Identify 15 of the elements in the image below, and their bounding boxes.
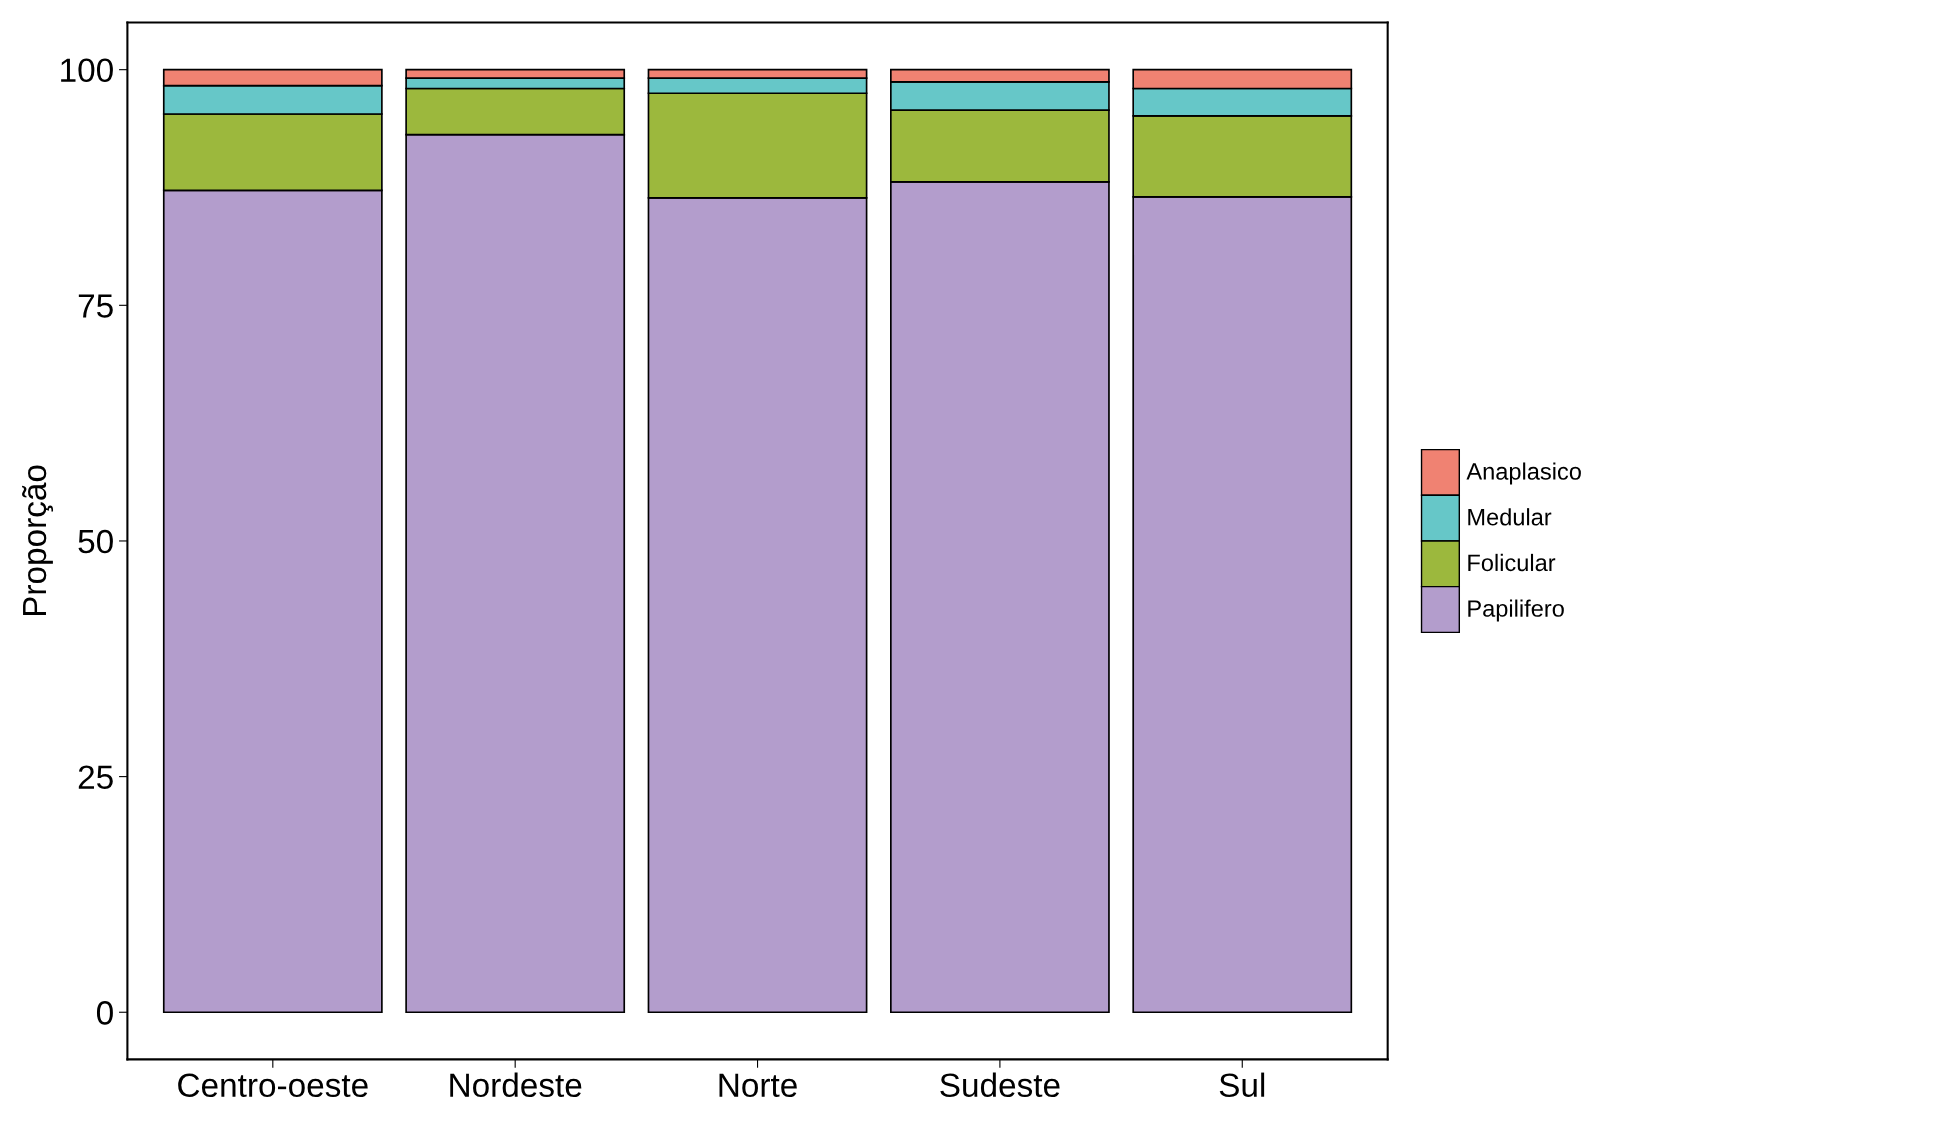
- legend-label: Papilifero: [1468, 599, 1564, 622]
- x-tick-label: Nordeste: [450, 1072, 582, 1098]
- y-tick-label: 75: [78, 294, 113, 318]
- x-tick-label: Centro-oeste: [178, 1073, 368, 1098]
- legend-label: Anaplasico: [1466, 462, 1581, 485]
- x-tick-label: Sudeste: [940, 1072, 1060, 1098]
- y-axis-title: Proporção: [22, 465, 54, 616]
- x-tick-label: Sul: [1219, 1072, 1265, 1098]
- y-tick-label: 50: [78, 529, 113, 554]
- y-tick-label: 100: [61, 58, 113, 83]
- y-tick-label: 25: [78, 765, 113, 790]
- legend-label: Medular: [1468, 508, 1552, 526]
- y-tick-label: 0: [96, 1001, 113, 1025]
- x-tick-label: Norte: [719, 1073, 797, 1098]
- legend-label: Folicular: [1468, 553, 1556, 572]
